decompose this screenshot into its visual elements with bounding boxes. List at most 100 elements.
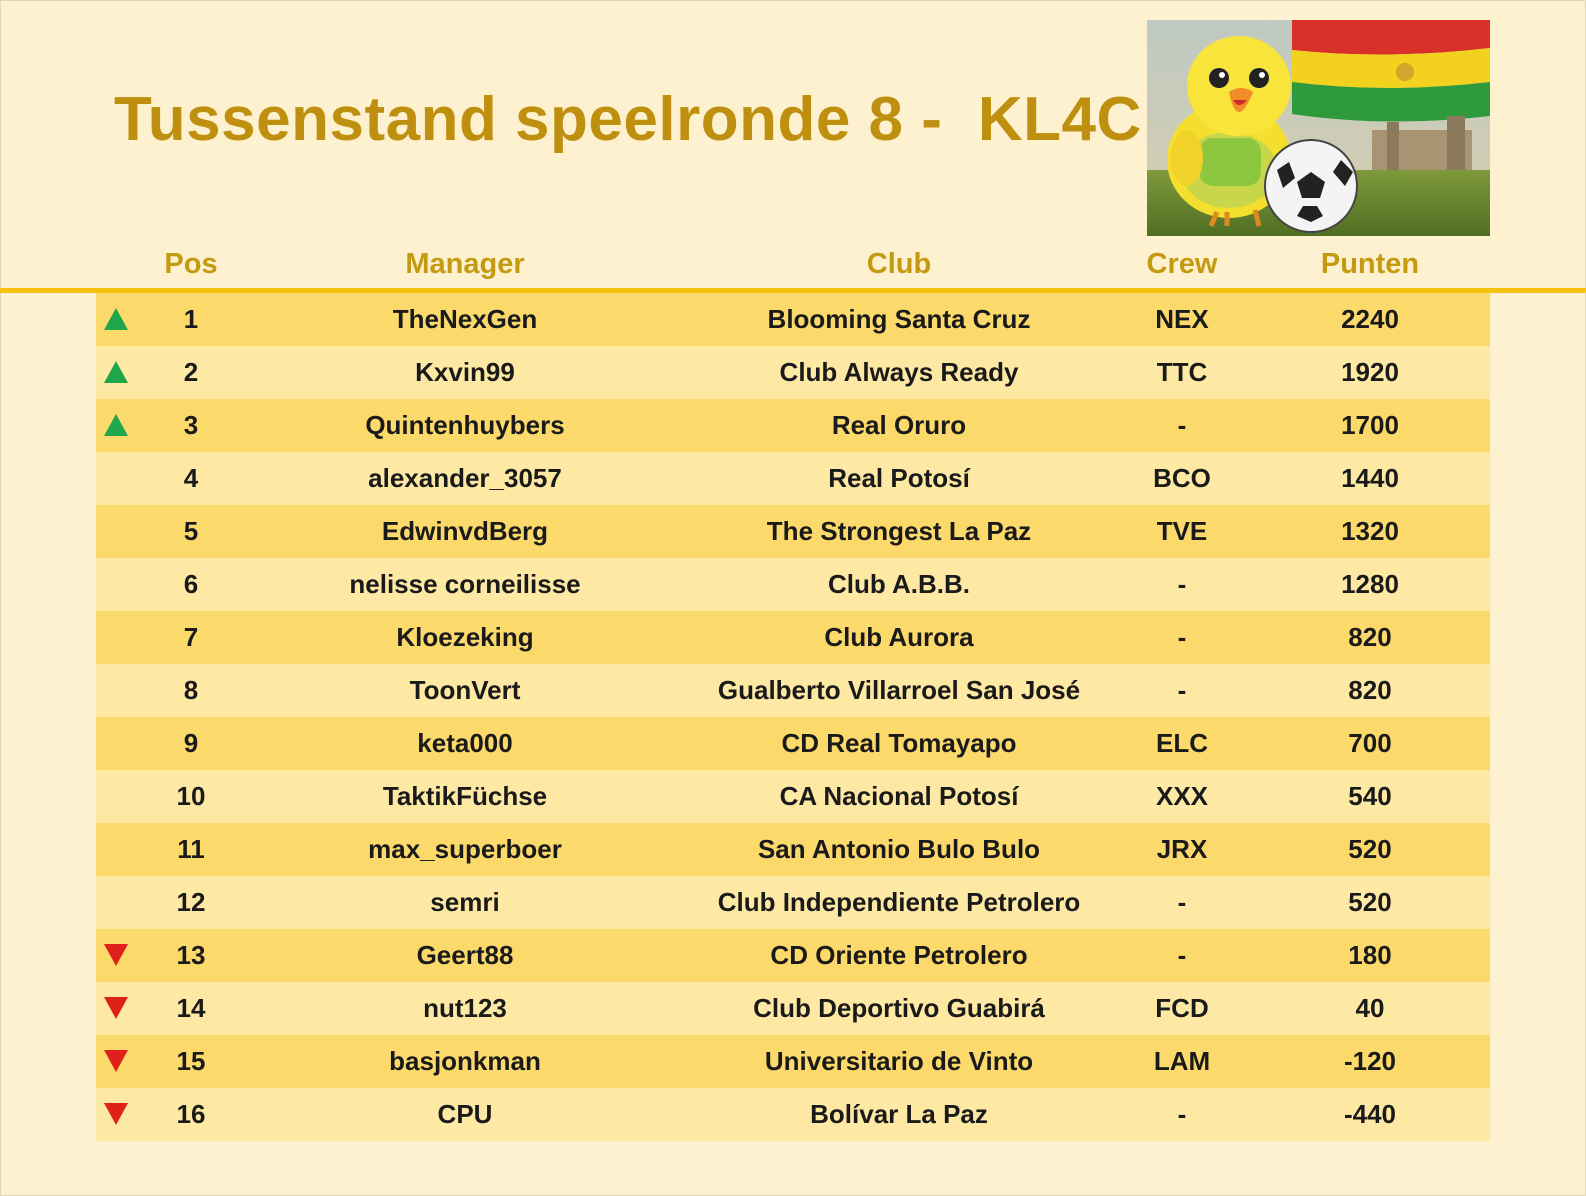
crew-cell: - [1177,675,1187,705]
points-cell: 1280 [1341,569,1399,599]
manager-cell: Kloezeking [396,622,534,652]
trend-down-icon [104,997,128,1019]
points-cell: 1920 [1341,357,1399,387]
pos-cell: 7 [183,622,199,652]
points-cell: 540 [1348,781,1392,811]
pos-cell: 11 [177,834,205,864]
points-cell: 820 [1348,675,1392,705]
table-row: 8 ToonVert Gualberto Villarroel San José - 8… [96,664,1490,717]
crew-cell: FCD [1155,993,1209,1023]
crew-cell: - [1177,940,1187,970]
trend-down-icon [104,944,128,966]
pos-cell: 14 [176,993,206,1023]
pos-cell: 16 [176,1099,206,1129]
manager-cell: keta000 [417,728,513,758]
crew-cell: TVE [1156,516,1208,546]
club-cell: Real Potosí [828,463,970,493]
points-cell: 2240 [1341,304,1399,334]
club-cell: Bolívar La Paz [810,1099,988,1129]
trend-down-icon [104,1103,128,1125]
trend-down-icon [104,1050,128,1072]
club-cell: CD Oriente Petrolero [770,940,1028,970]
pos-cell: 12 [176,887,206,917]
pos-cell: 6 [183,569,199,599]
club-cell: Club Deportivo Guabirá [753,993,1045,1023]
club-cell: Club Always Ready [779,357,1019,387]
points-cell: 520 [1348,834,1392,864]
table-row: 13 Geert88 CD Oriente Petrolero - 180 [96,929,1490,982]
trend-up-icon [104,361,128,383]
club-cell: The Strongest La Paz [766,516,1032,546]
points-cell: 1320 [1341,516,1399,546]
club-cell: Gualberto Villarroel San José [717,675,1081,705]
club-cell: Universitario de Vinto [764,1046,1034,1076]
header-divider [0,288,1586,293]
column-header-points: Punten [1320,248,1420,280]
standings-table: 1 TheNexGen Blooming Santa Cruz NEX 2240 2 Kxv… [96,293,1490,1141]
trend-up-icon [104,414,128,436]
manager-cell: semri [430,887,500,917]
club-cell: CA Nacional Potosí [779,781,1019,811]
table-row: 12 semri Club Independiente Petrolero - 520 [96,876,1490,929]
club-cell: San Antonio Bulo Bulo [757,834,1041,864]
pos-cell: 10 [176,781,206,811]
column-header-club: Club [866,248,932,280]
pos-cell: 15 [176,1046,206,1076]
manager-cell: Quintenhuybers [365,410,565,440]
points-cell: 40 [1355,993,1385,1023]
points-cell: 1700 [1341,410,1399,440]
crew-cell: - [1177,569,1187,599]
points-cell: 1440 [1341,463,1399,493]
crew-cell: - [1177,1099,1187,1129]
manager-cell: TheNexGen [392,304,538,334]
pos-cell: 8 [183,675,199,705]
pos-cell: 9 [183,728,199,758]
crew-cell: XXX [1155,781,1209,811]
points-cell: -440 [1343,1099,1397,1129]
crew-cell: - [1177,622,1187,652]
club-cell: Club A.B.B. [827,569,971,599]
club-cell: Blooming Santa Cruz [767,304,1031,334]
manager-cell: TaktikFüchse [382,781,548,811]
pos-cell: 13 [176,940,206,970]
table-row: 14 nut123 Club Deportivo Guabirá FCD 40 [96,982,1490,1035]
crew-cell: JRX [1156,834,1208,864]
points-cell: 520 [1348,887,1392,917]
column-header-crew: Crew [1146,248,1218,280]
crew-cell: LAM [1153,1046,1211,1076]
pos-cell: 4 [183,463,199,493]
pos-cell: 5 [183,516,199,546]
points-cell: 700 [1348,728,1392,758]
crew-cell: BCO [1153,463,1211,493]
crew-cell: - [1177,887,1187,917]
pos-cell: 1 [183,304,199,334]
table-row: 6 nelisse corneilisse Club A.B.B. - 1280 [96,558,1490,611]
table-row: 10 TaktikFüchse CA Nacional Potosí XXX 540 [96,770,1490,823]
club-cell: Real Oruro [831,410,967,440]
table-row: 7 Kloezeking Club Aurora - 820 [96,611,1490,664]
club-cell: CD Real Tomayapo [781,728,1017,758]
manager-cell: max_superboer [368,834,562,864]
table-row: 3 Quintenhuybers Real Oruro - 1700 [96,399,1490,452]
table-row: 15 basjonkman Universitario de Vinto LAM -12… [96,1035,1490,1088]
crew-cell: NEX [1155,304,1209,334]
table-row: 9 keta000 CD Real Tomayapo ELC 700 [96,717,1490,770]
points-cell: 180 [1348,940,1392,970]
manager-cell: nut123 [423,993,507,1023]
table-header: Pos Manager Club Crew Punten [0,244,1586,288]
column-header-pos: Pos [164,248,218,280]
manager-cell: basjonkman [389,1046,541,1076]
manager-cell: nelisse corneilisse [349,569,581,599]
crew-cell: ELC [1156,728,1208,758]
pos-cell: 2 [183,357,199,387]
manager-cell: alexander_3057 [368,463,562,493]
pos-cell: 3 [183,410,199,440]
club-cell: Club Aurora [824,622,974,652]
points-cell: -120 [1343,1046,1397,1076]
manager-cell: Geert88 [416,940,514,970]
points-cell: 820 [1348,622,1392,652]
column-header-manager: Manager [405,248,525,280]
table-row: 1 TheNexGen Blooming Santa Cruz NEX 2240 [96,293,1490,346]
table-row: 2 Kxvin99 Club Always Ready TTC 1920 [96,346,1490,399]
table-row: 5 EdwinvdBerg The Strongest La Paz TVE 1320 [96,505,1490,558]
